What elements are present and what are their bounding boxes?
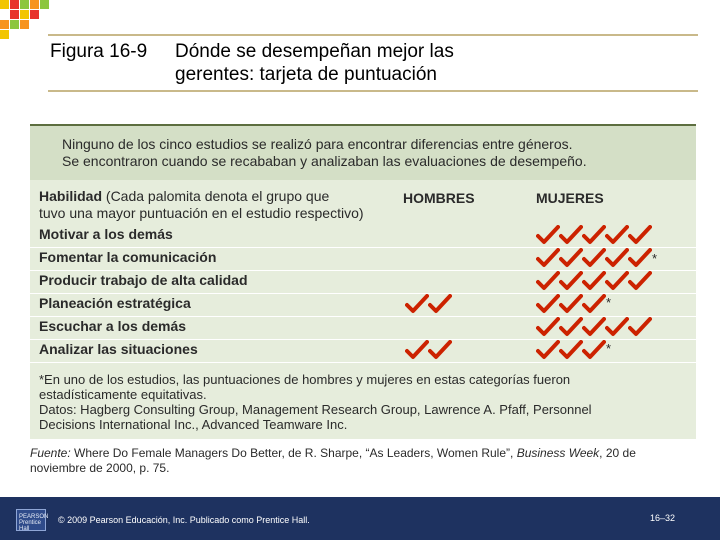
source-line2: noviembre de 2000, p. 75. <box>30 461 170 475</box>
column-header-women: MUJERES <box>536 190 604 206</box>
source-label: Fuente: <box>30 446 71 460</box>
footer-bar: PEARSON Prentice Hall © 2009 Pearson Edu… <box>0 497 720 540</box>
checkmark-icon <box>536 293 560 316</box>
source-text2: , 20 de <box>599 446 636 460</box>
checkmark-icon <box>582 293 606 316</box>
title-rule-top <box>48 34 698 36</box>
checkmark-icon <box>536 247 560 270</box>
checkmark-icon <box>559 247 583 270</box>
checkmark-icon <box>536 224 560 247</box>
checkmark-icon <box>582 270 606 293</box>
skill-header: Habilidad (Cada palomita denota el grupo… <box>39 188 364 222</box>
checkmark-icon <box>559 293 583 316</box>
checkmark-icon <box>536 270 560 293</box>
asterisk-note: * <box>652 251 658 266</box>
source-text1: Where Do Female Managers Do Better, de R… <box>70 446 517 460</box>
skill-label: Producir trabajo de alta calidad <box>39 272 248 288</box>
footnote-line4: Decisions International Inc., Advanced T… <box>39 417 348 432</box>
skill-label: Analizar las situaciones <box>39 341 198 357</box>
skill-label: Fomentar la comunicación <box>39 249 217 265</box>
skill-row: Fomentar la comunicación * <box>30 247 696 271</box>
women-checkmarks <box>536 270 652 293</box>
skill-header-rest: (Cada palomita denota el grupo que <box>102 188 330 204</box>
skill-row: Motivar a los demás <box>30 224 696 248</box>
checkmark-icon <box>428 339 452 362</box>
checkmark-icon <box>628 224 652 247</box>
source-citation: Fuente: Where Do Female Managers Do Bett… <box>30 446 636 476</box>
checkmark-icon <box>605 316 629 339</box>
checkmark-icon <box>405 293 429 316</box>
checkmark-icon <box>605 247 629 270</box>
scorecard-panel: Ninguno de los cinco estudios se realizó… <box>30 124 696 439</box>
checkmark-icon <box>405 339 429 362</box>
skill-row: Producir trabajo de alta calidad <box>30 270 696 294</box>
skill-header-bold: Habilidad <box>39 188 103 204</box>
skill-label: Escuchar a los demás <box>39 318 187 334</box>
checkmark-icon <box>628 316 652 339</box>
checkmark-icon <box>536 316 560 339</box>
men-checkmarks <box>405 293 452 316</box>
checkmark-icon <box>605 270 629 293</box>
asterisk-note: * <box>606 295 612 310</box>
skill-header-line2: tuvo una mayor puntuación en el estudio … <box>39 205 364 221</box>
intro-line1: Ninguno de los cinco estudios se realizó… <box>62 136 573 152</box>
footnote: *En uno de los estudios, las puntuacione… <box>39 372 592 432</box>
pearson-logo: PEARSON Prentice Hall <box>16 509 49 532</box>
page-number: 16–32 <box>650 513 676 523</box>
checkmark-icon <box>559 224 583 247</box>
figure-number: Figura 16-9 <box>50 41 148 62</box>
skill-label: Planeación estratégica <box>39 295 191 311</box>
women-checkmarks <box>536 339 606 362</box>
women-checkmarks <box>536 293 606 316</box>
checkmark-icon <box>582 339 606 362</box>
skill-row: Planeación estratégica * <box>30 293 696 317</box>
checkmark-icon <box>536 339 560 362</box>
title-rule-bottom <box>48 90 698 92</box>
checkmark-icon <box>628 247 652 270</box>
checkmark-icon <box>428 293 452 316</box>
men-checkmarks <box>405 339 452 362</box>
checkmark-icon <box>559 270 583 293</box>
intro-band <box>30 126 696 180</box>
copyright-text: © 2009 Pearson Educación, Inc. Publicado… <box>58 515 310 525</box>
intro-line2: Se encontraron cuando se recababan y ana… <box>62 153 587 169</box>
checkmark-icon <box>582 247 606 270</box>
checkmark-icon <box>559 316 583 339</box>
women-checkmarks <box>536 224 652 247</box>
footnote-line3: Datos: Hagberg Consulting Group, Managem… <box>39 402 592 417</box>
checkmark-icon <box>582 316 606 339</box>
asterisk-note: * <box>606 341 612 356</box>
checkmark-icon <box>582 224 606 247</box>
footnote-line1: *En uno de los estudios, las puntuacione… <box>39 372 571 387</box>
skill-row: Escuchar a los demás <box>30 316 696 340</box>
column-header-men: HOMBRES <box>403 190 475 206</box>
pearson-logo-text: PEARSON Prentice Hall <box>19 514 49 532</box>
checkmark-icon <box>628 270 652 293</box>
skill-row: Analizar las situaciones * <box>30 339 696 363</box>
footnote-line2: estadísticamente equitativas. <box>39 387 207 402</box>
checkmark-icon <box>605 224 629 247</box>
source-magazine: Business Week <box>516 446 600 460</box>
women-checkmarks <box>536 316 652 339</box>
figure-title-line1: Dónde se desempeñan mejor las <box>175 41 454 62</box>
figure-title-line2: gerentes: tarjeta de puntuación <box>175 64 437 85</box>
women-checkmarks <box>536 247 652 270</box>
skill-label: Motivar a los demás <box>39 226 173 242</box>
checkmark-icon <box>559 339 583 362</box>
intro-text: Ninguno de los cinco estudios se realizó… <box>62 136 587 170</box>
